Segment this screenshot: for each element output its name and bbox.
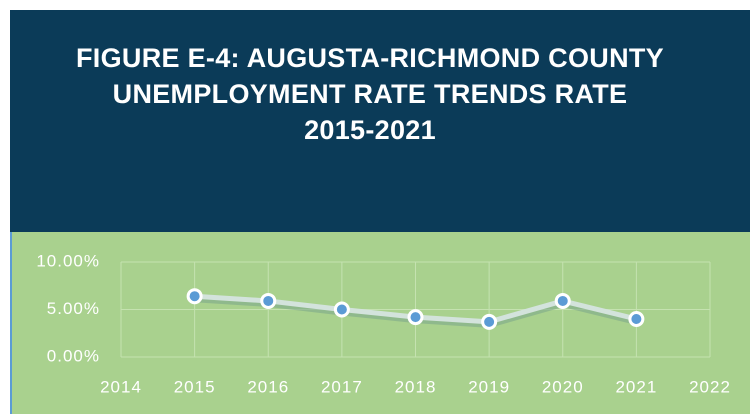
y-tick-label: 5.00%: [47, 299, 100, 318]
x-tick-label: 2018: [395, 377, 437, 396]
header: [10, 10, 750, 232]
point: [186, 288, 203, 305]
chart-title: FIGURE E-4: AUGUSTA-RICHMOND COUNTY UNEM…: [76, 43, 664, 145]
x-tick-label: 2021: [615, 377, 657, 396]
x-tick-label: 2014: [100, 377, 142, 396]
point: [628, 311, 645, 327]
y-tick-label: 0.00%: [47, 346, 100, 365]
point: [554, 292, 571, 309]
x-tick-label: 2016: [247, 377, 289, 396]
x-tick-label: 2020: [542, 377, 584, 396]
point: [260, 292, 277, 309]
x-tick-label: 2019: [468, 377, 510, 396]
point: [407, 309, 424, 326]
point: [481, 313, 498, 330]
point: [333, 301, 350, 318]
y-tick-label: 10.00%: [36, 251, 100, 270]
x-tick-label: 2022: [689, 377, 731, 396]
x-tick-label: 2015: [174, 377, 216, 396]
x-tick-label: 2017: [321, 377, 363, 396]
